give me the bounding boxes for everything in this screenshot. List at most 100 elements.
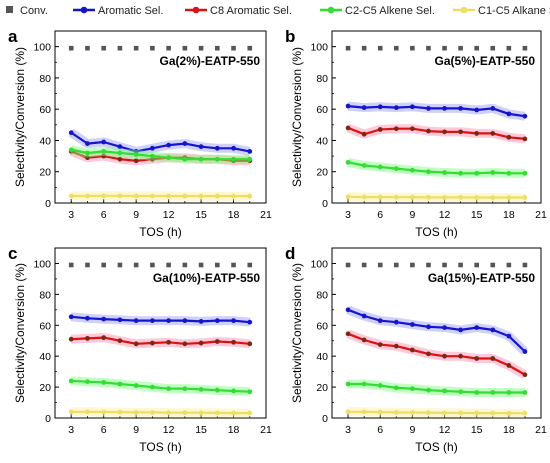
series-2 bbox=[69, 335, 252, 346]
data-point bbox=[69, 409, 74, 414]
data-point bbox=[426, 388, 431, 393]
series-line bbox=[348, 197, 525, 198]
data-point bbox=[490, 356, 495, 361]
data-point bbox=[150, 410, 155, 415]
data-point bbox=[442, 195, 447, 200]
x-tick-label: 6 bbox=[377, 209, 383, 221]
legend-item: C1-C5 Alkane Sel. bbox=[453, 5, 550, 17]
data-point bbox=[506, 363, 511, 368]
data-point bbox=[362, 105, 367, 110]
x-axis-label: TOS (h) bbox=[139, 225, 181, 239]
data-point bbox=[231, 194, 236, 199]
series-4 bbox=[346, 194, 528, 200]
data-point bbox=[378, 46, 383, 51]
data-point bbox=[378, 165, 383, 170]
data-point bbox=[378, 318, 383, 323]
data-point bbox=[442, 170, 447, 175]
x-tick-label: 12 bbox=[439, 209, 451, 221]
data-point bbox=[118, 410, 123, 415]
data-point bbox=[474, 131, 479, 136]
data-point bbox=[85, 409, 90, 414]
data-point bbox=[118, 46, 123, 51]
data-point bbox=[442, 129, 447, 134]
data-point bbox=[183, 46, 188, 51]
x-tick-label: 3 bbox=[345, 424, 351, 436]
data-point bbox=[182, 386, 187, 391]
series-3 bbox=[346, 160, 528, 176]
data-point bbox=[474, 46, 479, 51]
y-tick-label: 80 bbox=[316, 73, 328, 85]
x-tick-label: 3 bbox=[68, 209, 74, 221]
data-point bbox=[346, 194, 351, 199]
data-point bbox=[410, 410, 415, 415]
y-tick-label: 40 bbox=[39, 135, 51, 147]
series-4 bbox=[69, 193, 252, 198]
data-point bbox=[506, 411, 511, 416]
data-point bbox=[458, 389, 463, 394]
data-point bbox=[362, 382, 367, 387]
data-point bbox=[150, 318, 155, 323]
x-tick-label: 12 bbox=[439, 424, 451, 436]
data-point bbox=[231, 263, 236, 268]
data-point bbox=[442, 263, 447, 268]
data-point bbox=[215, 146, 220, 151]
x-tick-label: 6 bbox=[377, 424, 383, 436]
data-point bbox=[166, 340, 171, 345]
data-point bbox=[426, 324, 431, 329]
y-tick-label: 20 bbox=[39, 167, 51, 179]
data-point bbox=[507, 263, 512, 268]
data-point bbox=[182, 318, 187, 323]
data-point bbox=[394, 105, 399, 110]
data-point bbox=[182, 141, 187, 146]
data-point bbox=[199, 341, 204, 346]
y-tick-label: 80 bbox=[316, 289, 328, 301]
data-point bbox=[378, 104, 383, 109]
y-tick-label: 0 bbox=[322, 198, 328, 210]
data-point bbox=[378, 410, 383, 415]
data-point bbox=[458, 354, 463, 359]
legend-marker bbox=[328, 7, 335, 14]
series-0 bbox=[69, 46, 252, 51]
data-point bbox=[134, 410, 139, 415]
y-tick-label: 0 bbox=[322, 413, 328, 425]
data-point bbox=[426, 263, 431, 268]
data-point bbox=[346, 160, 351, 165]
data-point bbox=[69, 46, 74, 51]
x-axis-label: TOS (h) bbox=[139, 440, 181, 454]
data-point bbox=[474, 325, 479, 330]
data-point bbox=[442, 354, 447, 359]
data-point bbox=[199, 319, 204, 324]
data-point bbox=[101, 317, 106, 322]
data-point bbox=[247, 341, 252, 346]
data-point bbox=[134, 194, 139, 199]
data-point bbox=[362, 338, 367, 343]
data-point bbox=[362, 163, 367, 168]
data-point bbox=[101, 46, 106, 51]
data-point bbox=[458, 106, 463, 111]
legend-item: Aromatic Sel. bbox=[73, 5, 163, 17]
legend: Conv.Aromatic Sel.C8 Aromatic Sel.C2-C5 … bbox=[6, 5, 550, 17]
data-point bbox=[231, 389, 236, 394]
x-tick-label: 3 bbox=[345, 209, 351, 221]
data-point bbox=[378, 342, 383, 347]
data-point bbox=[410, 263, 415, 268]
data-point bbox=[442, 411, 447, 416]
data-point bbox=[166, 263, 171, 268]
y-tick-label: 40 bbox=[39, 351, 51, 363]
y-tick-label: 100 bbox=[33, 258, 51, 270]
series-3 bbox=[346, 382, 528, 395]
y-tick-label: 40 bbox=[316, 351, 328, 363]
data-point bbox=[506, 171, 511, 176]
panel-title: Ga(10%)-EATP-550 bbox=[153, 271, 260, 285]
data-point bbox=[426, 169, 431, 174]
data-point bbox=[523, 195, 528, 200]
data-point bbox=[215, 263, 220, 268]
data-point bbox=[474, 411, 479, 416]
data-point bbox=[199, 194, 204, 199]
data-point bbox=[247, 411, 252, 416]
data-point bbox=[523, 171, 528, 176]
legend-marker bbox=[461, 7, 468, 14]
data-point bbox=[182, 341, 187, 346]
